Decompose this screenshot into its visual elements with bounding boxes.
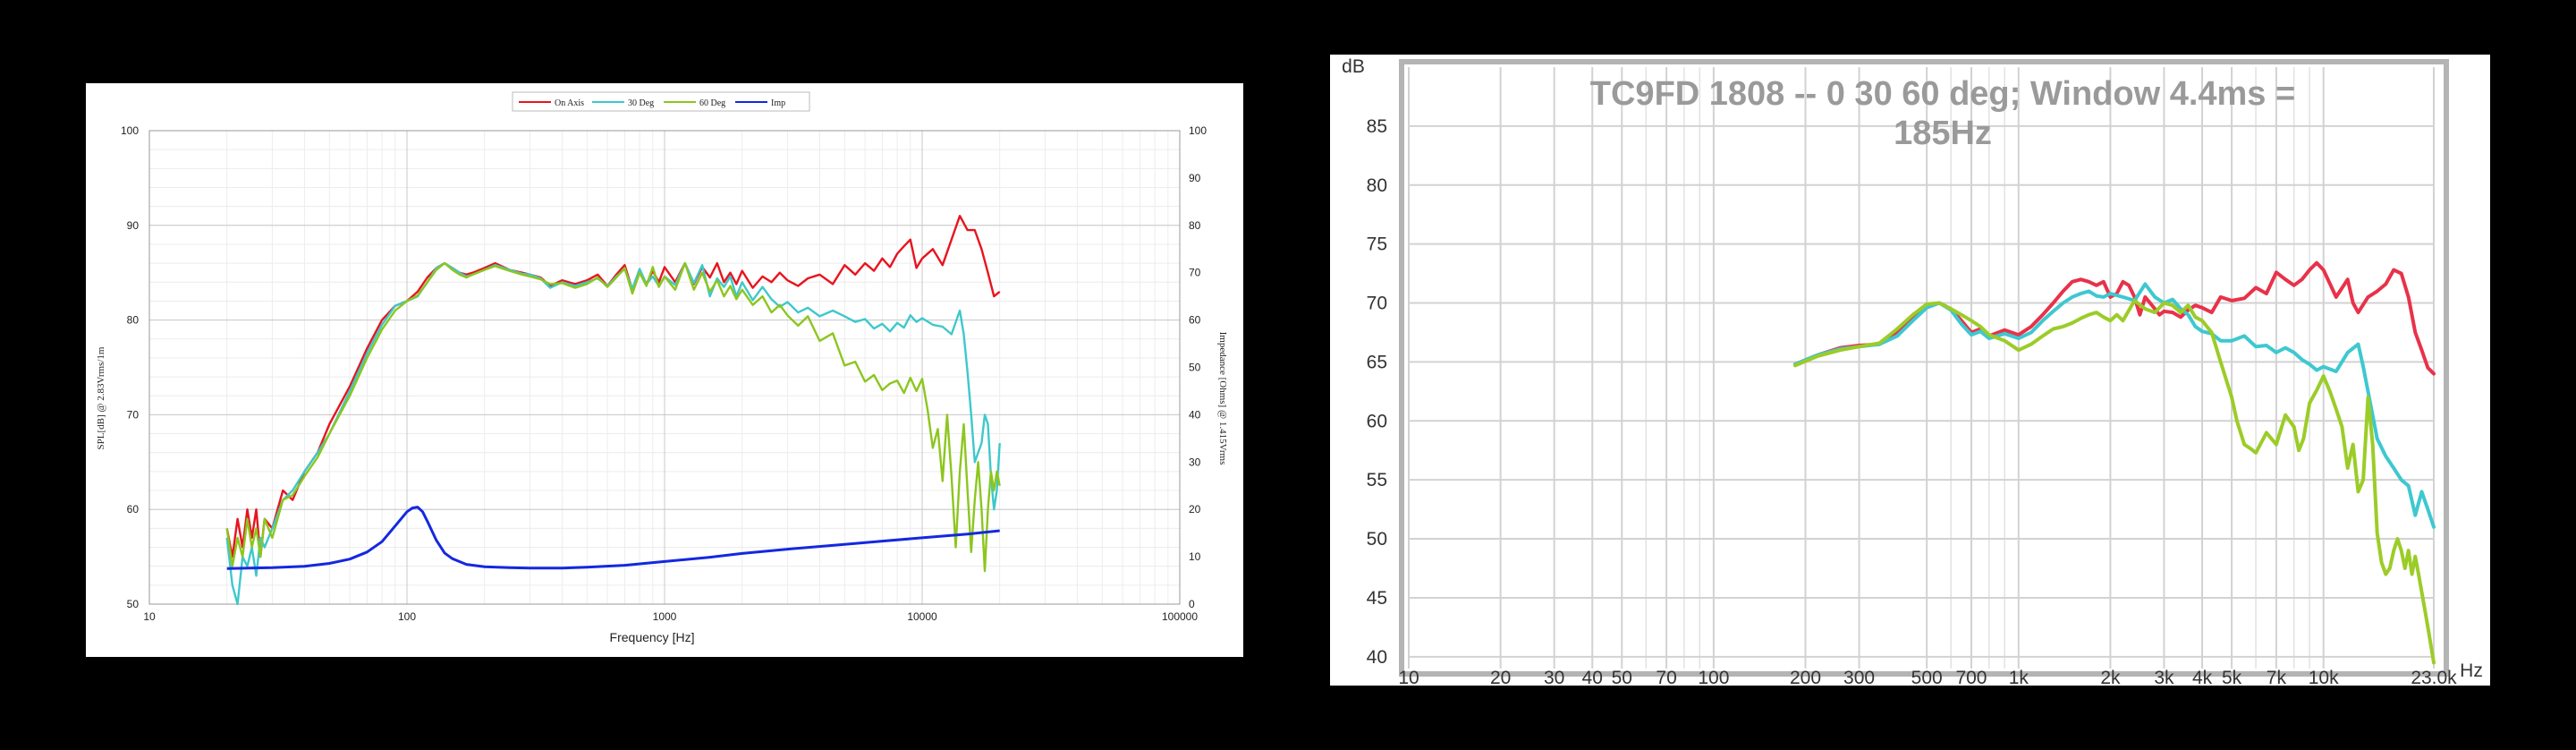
series-line-30-deg xyxy=(1793,282,2436,529)
x-tick-label: 200 xyxy=(1790,668,1821,686)
x-tick-label: 300 xyxy=(1843,668,1875,686)
right-ticks: 10 20 30 40 50 70 100 200 300 500 700 1k 2k 3k 4k 5k 7k 1… xyxy=(1367,116,2458,686)
x-tick-label: 3k xyxy=(2154,668,2174,686)
right-y-unit-label: dB xyxy=(1342,56,1365,77)
x-tick-label: 1k xyxy=(2009,668,2029,686)
right-grid xyxy=(1399,59,2449,677)
y-tick-label: 45 xyxy=(1367,588,1387,609)
x-tick-label: 10k xyxy=(2309,668,2339,686)
right-chart-title: TC9FD 1808 -- 0 30 60 deg; Window 4.4ms … xyxy=(1590,75,2295,113)
y-tick-label: 80 xyxy=(1367,175,1387,196)
y2-tick-label: 10 xyxy=(1189,550,1201,563)
y-tick-label: 40 xyxy=(1367,647,1387,668)
x-tick-label: 50 xyxy=(1612,668,1632,686)
x-tick-label: 7k xyxy=(2267,668,2287,686)
right-chart-title-line2: 185Hz xyxy=(1894,115,1992,152)
legend-box xyxy=(512,91,810,112)
right-series xyxy=(1793,260,2436,665)
left-ticks: 10 100 1000 10000 10000050607080901000102030… xyxy=(121,124,1207,623)
x-tick-label: 2k xyxy=(2100,668,2121,686)
series-line-on-axis xyxy=(225,214,1001,558)
plot-frame xyxy=(148,130,1181,605)
right-response-chart: 10 20 30 40 50 70 100 200 300 500 700 1k 2k 3k 4k 5k 7k 1… xyxy=(1342,56,2483,686)
series-line-60-deg xyxy=(1793,298,2436,665)
x-tick-label: 1000 xyxy=(653,610,677,623)
x-tick-label: 10000 xyxy=(907,610,937,623)
x-tick-label: 30 xyxy=(1544,668,1564,686)
legend-label-imp: Imp xyxy=(771,98,785,108)
y2-tick-label: 0 xyxy=(1189,598,1195,610)
y2-tick-label: 70 xyxy=(1189,267,1201,279)
left-legend: On Axis 30 Deg 60 Deg Imp xyxy=(512,91,810,112)
x-tick-label: 500 xyxy=(1911,668,1943,686)
y-tick-label: 50 xyxy=(127,598,140,610)
y-tick-label: 70 xyxy=(1367,294,1387,314)
y-tick-label: 100 xyxy=(121,124,139,137)
left-response-chart: 10 100 1000 10000 10000050607080901000102030… xyxy=(96,91,1228,644)
right-chart-panel: 10 20 30 40 50 70 100 200 300 500 700 1k 2k 3k 4k 5k 7k 1… xyxy=(1330,55,2490,686)
x-tick-label: 100 xyxy=(1698,668,1729,686)
y-tick-label: 90 xyxy=(127,219,140,232)
right-x-unit-label: Hz xyxy=(2460,661,2483,681)
x-tick-label: 10 xyxy=(1398,668,1419,686)
left-series xyxy=(225,214,1001,606)
y2-tick-label: 30 xyxy=(1189,456,1201,468)
left-chart-panel: 10 100 1000 10000 100000 50 60 70 80 90 100 0 10 20 30… xyxy=(86,83,1243,657)
left-x-axis-label: Frequency [Hz] xyxy=(610,630,695,644)
plot-frame xyxy=(1399,59,2449,677)
y-tick-label: 60 xyxy=(127,503,140,516)
legend-label-on-axis: On Axis xyxy=(555,98,584,108)
y2-tick-label: 60 xyxy=(1189,314,1201,327)
x-tick-label: 100 xyxy=(398,610,416,623)
y-tick-label: 50 xyxy=(1367,529,1387,550)
y2-tick-label: 100 xyxy=(1189,124,1207,137)
left-y-axis-label: SPL[dB] @ 2.83Vrms/1m xyxy=(96,346,106,449)
left-grid xyxy=(148,130,1181,605)
x-tick-label: 100000 xyxy=(1162,610,1198,623)
x-tick-label: 5k xyxy=(2222,668,2242,686)
x-tick-label: 4k xyxy=(2192,668,2213,686)
legend-label-30-deg: 30 Deg xyxy=(628,98,654,108)
y-tick-label: 80 xyxy=(127,314,140,327)
y-tick-label: 65 xyxy=(1367,352,1387,372)
y2-tick-label: 50 xyxy=(1189,362,1201,374)
y2-tick-label: 90 xyxy=(1189,172,1201,184)
x-tick-label: 700 xyxy=(1955,668,1987,686)
series-line-60-deg xyxy=(225,261,1001,573)
y2-tick-label: 40 xyxy=(1189,408,1201,421)
series-line-imp xyxy=(226,506,1000,570)
x-tick-label: 40 xyxy=(1582,668,1603,686)
y2-tick-label: 80 xyxy=(1189,219,1201,232)
x-tick-label: 20 xyxy=(1490,668,1511,686)
x-tick-label: 70 xyxy=(1656,668,1676,686)
x-tick-label: 23.0k xyxy=(2411,668,2457,686)
legend-label-60-deg: 60 Deg xyxy=(699,98,725,108)
y-tick-label: 70 xyxy=(127,408,140,421)
y-tick-label: 55 xyxy=(1367,470,1387,490)
x-tick-label: 10 xyxy=(143,610,156,623)
y-tick-label: 60 xyxy=(1367,411,1387,431)
y-tick-label: 85 xyxy=(1367,116,1387,137)
left-y2-axis-label: Impedance [Ohms] @ 1.415Vrms xyxy=(1217,332,1228,465)
y-tick-label: 75 xyxy=(1367,234,1387,255)
y2-tick-label: 20 xyxy=(1189,503,1201,516)
